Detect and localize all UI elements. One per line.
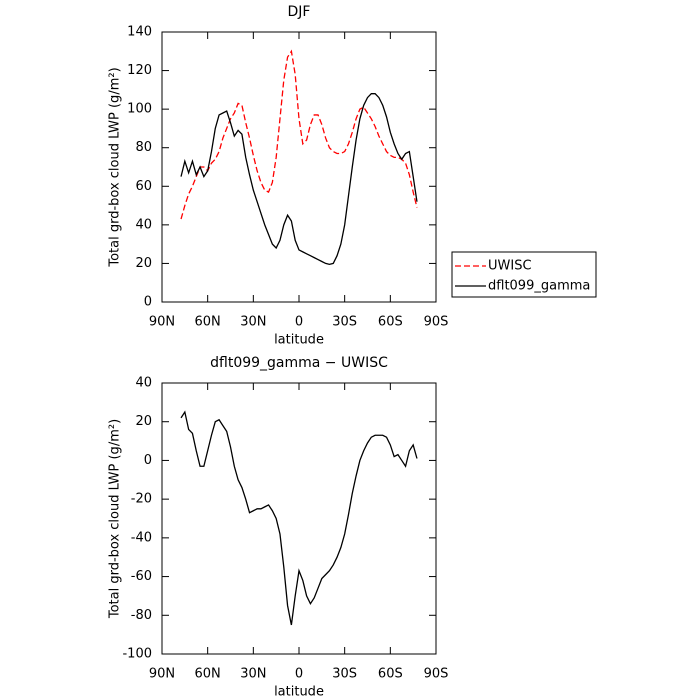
y-tick-label: 60 (135, 179, 152, 194)
x-tick-label: 0 (295, 667, 303, 682)
x-tick-label: 30S (332, 667, 357, 682)
legend-label: dflt099_gamma (488, 279, 590, 294)
y-tick-label: -20 (131, 492, 152, 507)
chart-title: DJF (288, 4, 311, 20)
plot-frame (161, 382, 437, 655)
y-tick-label: -80 (131, 608, 152, 623)
chart-title: dflt099_gamma − UWISC (210, 355, 388, 371)
x-tick-label: 60N (195, 315, 221, 330)
data-line (180, 49, 418, 220)
y-tick-label: 40 (135, 376, 152, 391)
x-tick-label: 0 (295, 315, 303, 330)
y-tick-label: 120 (127, 63, 152, 78)
x-tick-label: 30N (240, 667, 266, 682)
y-axis-label: Total grd-box cloud LWP (g/m²) (108, 419, 123, 619)
y-axis-label: Total grd-box cloud LWP (g/m²) (108, 67, 123, 267)
legend-box (451, 251, 597, 298)
x-axis-label: latitude (274, 333, 324, 348)
x-tick-label: 90N (149, 315, 175, 330)
y-tick-label: 40 (135, 217, 152, 232)
y-tick-label: 140 (127, 25, 152, 40)
y-tick-label: 0 (144, 453, 152, 468)
data-line (180, 410, 418, 626)
x-tick-label: 90S (424, 667, 449, 682)
y-tick-label: 100 (127, 102, 152, 117)
x-tick-label: 90N (149, 667, 175, 682)
x-tick-label: 60N (195, 667, 221, 682)
legend-label: UWISC (488, 259, 532, 274)
y-tick-label: -40 (131, 530, 152, 545)
x-tick-label: 30N (240, 315, 266, 330)
x-tick-label: 90S (424, 315, 449, 330)
y-tick-label: -60 (131, 569, 152, 584)
data-line (180, 93, 418, 266)
y-tick-label: -100 (122, 647, 152, 662)
y-tick-label: 0 (144, 295, 152, 310)
x-axis-label: latitude (274, 685, 324, 700)
y-tick-label: 20 (135, 256, 152, 271)
y-tick-label: 80 (135, 140, 152, 155)
y-tick-label: 20 (135, 414, 152, 429)
x-tick-label: 60S (378, 667, 403, 682)
x-tick-label: 60S (378, 315, 403, 330)
plot-frame (161, 31, 437, 303)
x-tick-label: 30S (332, 315, 357, 330)
